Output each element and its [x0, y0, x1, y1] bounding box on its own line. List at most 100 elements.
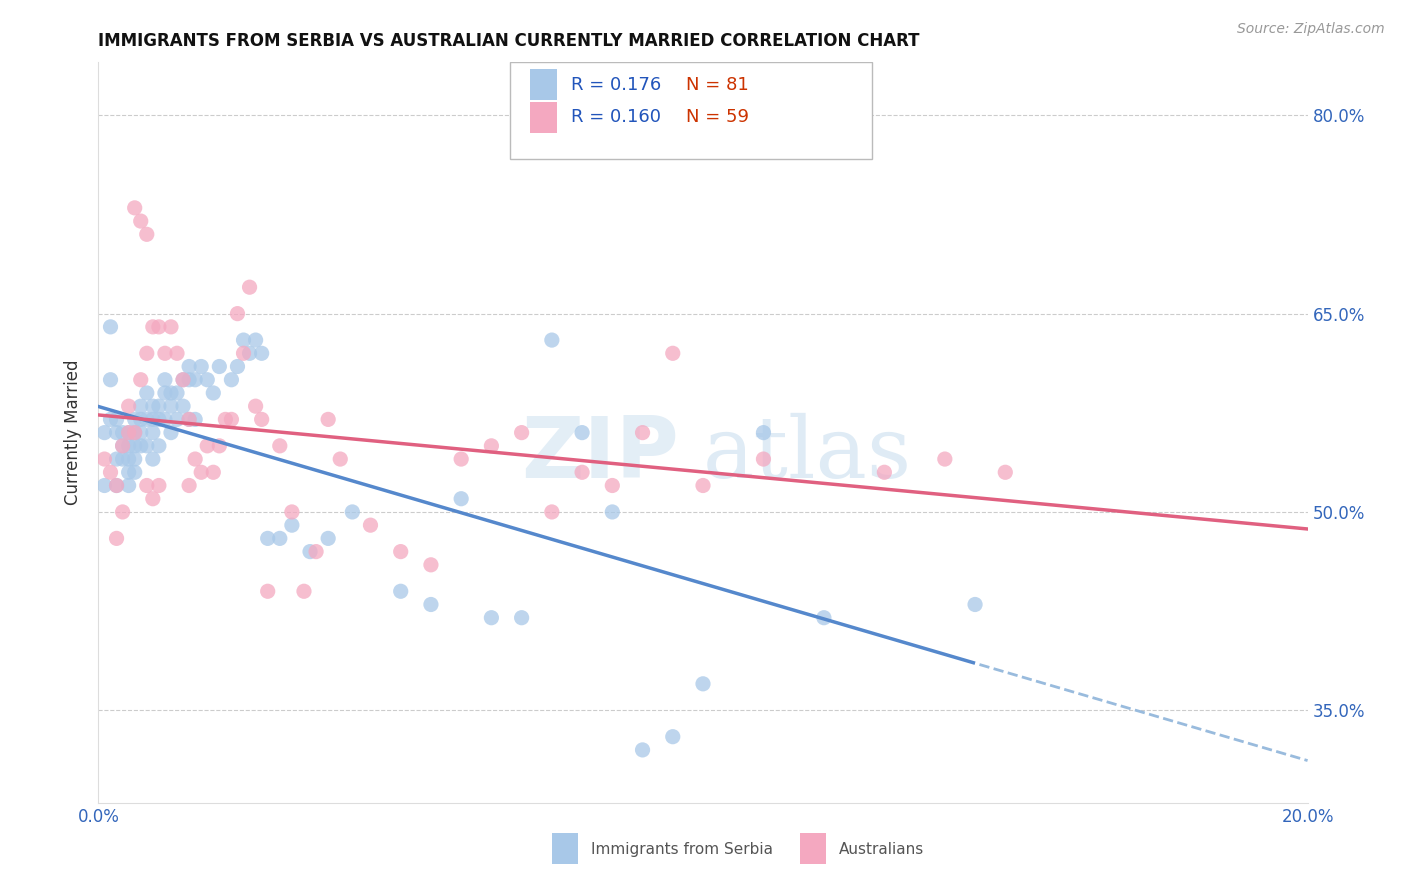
- Point: [226, 307, 249, 321]
- Point: [160, 386, 183, 401]
- Point: [481, 611, 503, 625]
- Point: [602, 505, 624, 519]
- Point: [329, 452, 352, 467]
- Point: [389, 584, 412, 599]
- Point: [239, 280, 262, 294]
- Point: [179, 373, 201, 387]
- Point: [142, 452, 165, 467]
- Point: [105, 425, 128, 440]
- Point: [873, 465, 896, 479]
- Point: [93, 478, 115, 492]
- Point: [360, 518, 382, 533]
- Point: [118, 478, 141, 492]
- Point: [245, 399, 267, 413]
- Point: [172, 373, 194, 387]
- Point: [510, 611, 533, 625]
- Point: [195, 439, 218, 453]
- Point: [316, 412, 339, 426]
- Point: [305, 544, 328, 558]
- Text: R = 0.176: R = 0.176: [571, 76, 661, 94]
- Point: [124, 412, 146, 426]
- Point: [256, 532, 278, 546]
- Point: [184, 373, 207, 387]
- Point: [934, 452, 956, 467]
- Point: [299, 544, 322, 558]
- Point: [124, 439, 146, 453]
- Point: [118, 399, 141, 413]
- Point: [105, 452, 128, 467]
- Y-axis label: Currently Married: Currently Married: [65, 359, 83, 506]
- Point: [153, 412, 176, 426]
- Point: [190, 359, 212, 374]
- Text: R = 0.160: R = 0.160: [571, 108, 661, 127]
- Point: [179, 412, 201, 426]
- FancyBboxPatch shape: [509, 62, 872, 159]
- Point: [111, 425, 134, 440]
- Point: [124, 425, 146, 440]
- Point: [118, 425, 141, 440]
- Point: [153, 386, 176, 401]
- Point: [571, 425, 593, 440]
- Point: [214, 412, 236, 426]
- Point: [124, 425, 146, 440]
- Point: [118, 465, 141, 479]
- Point: [142, 399, 165, 413]
- Point: [571, 465, 593, 479]
- Point: [481, 439, 503, 453]
- Bar: [530, 69, 557, 100]
- Text: Immigrants from Serbia: Immigrants from Serbia: [591, 842, 772, 857]
- Point: [100, 465, 122, 479]
- Bar: [551, 833, 578, 864]
- Point: [135, 412, 157, 426]
- Point: [135, 227, 157, 242]
- Point: [111, 505, 134, 519]
- Point: [124, 465, 146, 479]
- Point: [148, 412, 170, 426]
- Point: [631, 743, 654, 757]
- Point: [105, 478, 128, 492]
- Point: [239, 346, 262, 360]
- Point: [124, 201, 146, 215]
- Point: [172, 399, 194, 413]
- Point: [135, 439, 157, 453]
- Point: [142, 319, 165, 334]
- Point: [221, 412, 243, 426]
- Point: [208, 359, 231, 374]
- Point: [142, 412, 165, 426]
- Point: [160, 425, 183, 440]
- Point: [190, 465, 212, 479]
- Point: [179, 412, 201, 426]
- Point: [692, 478, 714, 492]
- Point: [245, 333, 267, 347]
- Point: [450, 452, 472, 467]
- Point: [813, 611, 835, 625]
- Point: [166, 412, 188, 426]
- Text: N = 81: N = 81: [686, 76, 749, 94]
- Text: Australians: Australians: [838, 842, 924, 857]
- Point: [232, 333, 254, 347]
- Point: [160, 399, 183, 413]
- Point: [965, 598, 987, 612]
- Point: [118, 439, 141, 453]
- Point: [160, 319, 183, 334]
- Point: [105, 412, 128, 426]
- Point: [172, 373, 194, 387]
- Point: [232, 346, 254, 360]
- Point: [124, 452, 146, 467]
- Point: [281, 518, 304, 533]
- Point: [93, 425, 115, 440]
- Point: [510, 425, 533, 440]
- Point: [148, 478, 170, 492]
- Point: [93, 452, 115, 467]
- Point: [692, 677, 714, 691]
- Point: [540, 333, 562, 347]
- Point: [166, 386, 188, 401]
- Point: [100, 412, 122, 426]
- Point: [269, 439, 291, 453]
- Point: [661, 346, 683, 360]
- Point: [135, 346, 157, 360]
- Point: [153, 346, 176, 360]
- Point: [420, 558, 443, 572]
- Point: [142, 425, 165, 440]
- Point: [389, 544, 412, 558]
